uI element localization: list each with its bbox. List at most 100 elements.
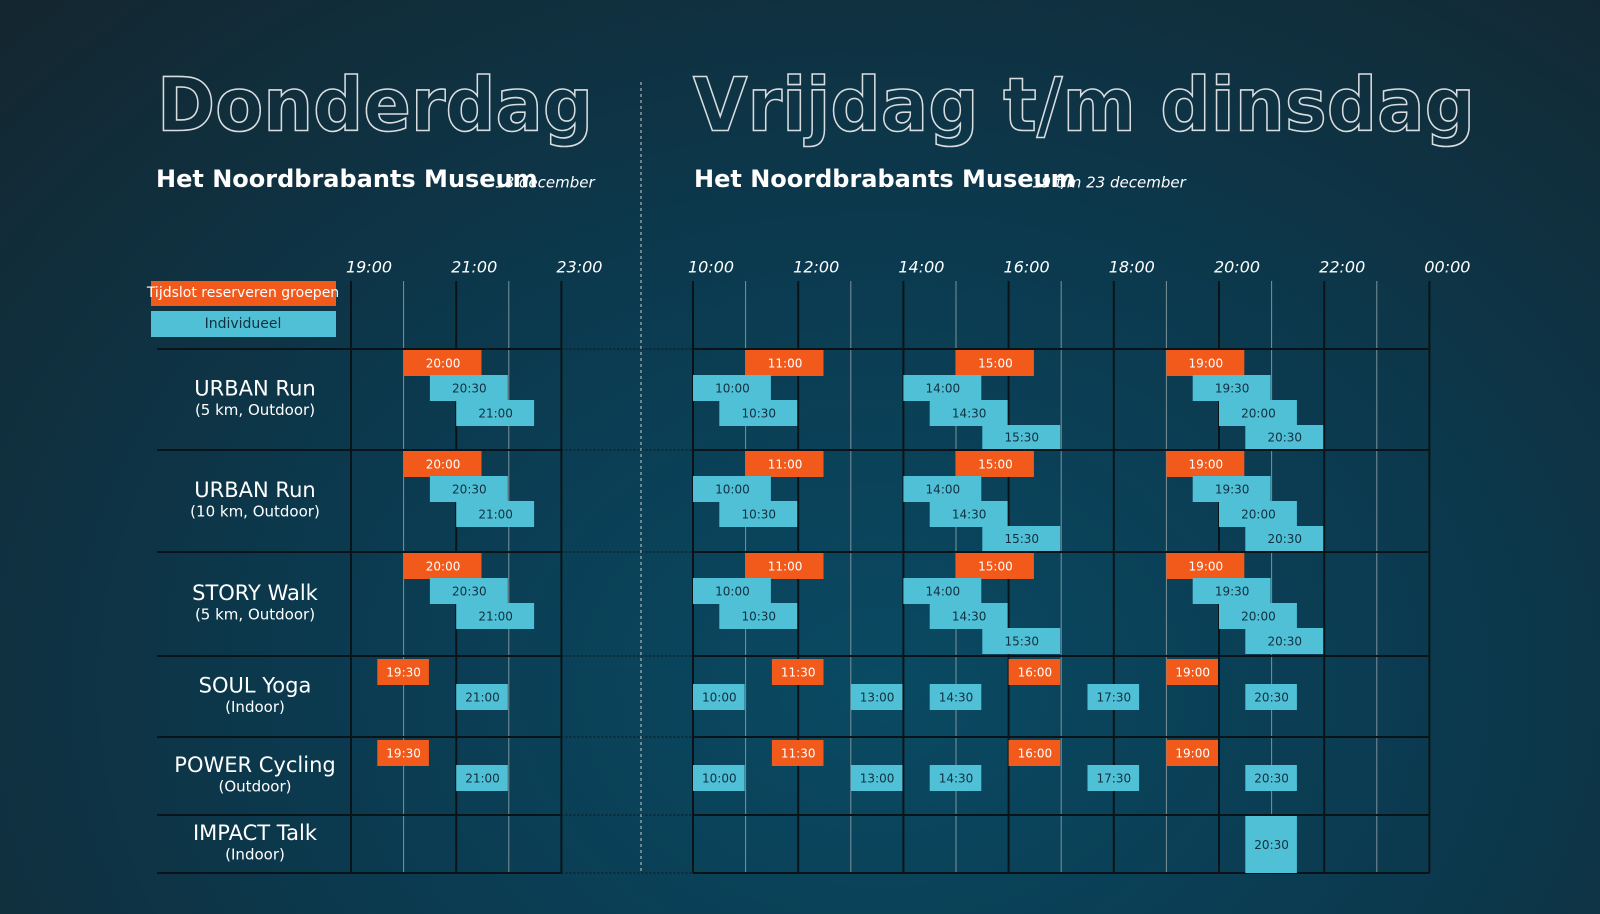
group-slot [745, 350, 824, 376]
slot-time: 15:00 [978, 560, 1013, 574]
individual-slot [693, 578, 771, 604]
individual-slot [456, 684, 508, 710]
individual-slot [982, 526, 1061, 551]
tick-label: 10:00 [688, 258, 734, 277]
group-slot [1166, 740, 1218, 766]
left-title: Donderdag [157, 63, 593, 149]
individual-slot [719, 400, 798, 426]
individual-slot [1087, 765, 1140, 791]
slot-time: 19:00 [1175, 747, 1210, 761]
group-slot [745, 451, 824, 477]
individual-slot [850, 765, 903, 791]
legend-group-swatch [151, 281, 336, 306]
individual-slot [456, 603, 535, 629]
tick-label: 21:00 [451, 258, 497, 277]
slot-time: 19:30 [1215, 483, 1250, 497]
group-slot [403, 350, 482, 376]
individual-slot [1087, 684, 1140, 710]
slot-time: 15:30 [1004, 635, 1039, 649]
slot-time: 14:00 [926, 382, 961, 396]
slot-time: 10:30 [741, 610, 776, 624]
slot-time: 20:00 [1241, 610, 1276, 624]
slot-time: 15:30 [1004, 532, 1039, 546]
group-slot [1166, 451, 1245, 477]
slot-time: 13:00 [860, 772, 895, 786]
group-slot [377, 740, 429, 766]
individual-slot [929, 400, 1008, 426]
slot-time: 11:00 [768, 357, 803, 371]
individual-slot [693, 476, 771, 502]
right-venue: Het Noordbrabants Museum [694, 165, 1076, 193]
individual-slot [982, 425, 1061, 449]
individual-slot [1192, 578, 1271, 604]
individual-slot [456, 765, 508, 791]
group-slot [403, 553, 482, 579]
slot-time: 10:00 [702, 772, 737, 786]
row-name: STORY Walk [192, 581, 319, 605]
slot-time: 17:30 [1097, 691, 1132, 705]
individual-slot [693, 765, 745, 791]
slot-time: 19:00 [1189, 458, 1224, 472]
individual-slot [429, 476, 508, 502]
individual-slot [850, 684, 903, 710]
slot-time: 14:00 [926, 483, 961, 497]
row-name: URBAN Run [194, 478, 315, 502]
tick-label: 14:00 [898, 258, 944, 277]
slot-time: 21:00 [465, 691, 500, 705]
row-name: POWER Cycling [174, 753, 335, 777]
individual-slot [429, 375, 508, 401]
slot-time: 15:30 [1004, 431, 1039, 445]
slot-time: 20:00 [1241, 508, 1276, 522]
individual-slot [1219, 400, 1297, 426]
group-slot [1166, 659, 1218, 685]
slot-time: 19:30 [386, 747, 421, 761]
slot-time: 21:00 [465, 772, 500, 786]
group-slot [377, 659, 429, 685]
left-date: 18 december [495, 174, 595, 192]
individual-slot [693, 684, 745, 710]
row-detail: (5 km, Outdoor) [195, 606, 315, 624]
individual-slot [982, 628, 1061, 654]
slot-time: 20:00 [1241, 407, 1276, 421]
individual-slot [456, 501, 535, 527]
group-slot [956, 553, 1034, 579]
slot-time: 20:30 [1267, 635, 1302, 649]
individual-slot [1245, 765, 1297, 791]
slot-time: 11:30 [781, 747, 816, 761]
row-detail: (5 km, Outdoor) [195, 401, 315, 419]
tick-label: 19:00 [346, 258, 392, 277]
slot-time: 21:00 [478, 610, 513, 624]
individual-slot [693, 375, 771, 401]
slot-time: 14:30 [939, 772, 974, 786]
individual-slot [1245, 628, 1324, 654]
slot-time: 10:00 [715, 382, 750, 396]
group-slot [771, 659, 824, 685]
group-slot [745, 553, 824, 579]
legend-individual-swatch [151, 311, 336, 337]
slot-time: 11:00 [768, 560, 803, 574]
individual-slot [903, 476, 982, 502]
individual-slot [1245, 684, 1297, 710]
slot-time: 21:00 [478, 508, 513, 522]
slot-time: 10:30 [741, 407, 776, 421]
slot-time: 10:00 [715, 585, 750, 599]
individual-slot [719, 603, 798, 629]
legend-individual: Individueel [205, 316, 282, 332]
slot-time: 11:30 [781, 666, 816, 680]
slot-time: 19:00 [1189, 357, 1224, 371]
slot-time: 14:30 [939, 691, 974, 705]
slot-time: 20:30 [452, 585, 487, 599]
row-name: URBAN Run [194, 377, 315, 401]
individual-slot [719, 501, 798, 527]
individual-slot [456, 400, 535, 426]
slot-time: 20:00 [426, 458, 461, 472]
slot-time: 16:00 [1018, 747, 1053, 761]
slot-time: 14:30 [952, 610, 987, 624]
individual-slot [929, 765, 982, 791]
legend-group: Tijdslot reserveren groepen [146, 285, 339, 301]
individual-slot [929, 603, 1008, 629]
individual-slot [929, 501, 1008, 527]
slot-time: 10:00 [702, 691, 737, 705]
group-slot [1008, 740, 1061, 766]
slot-time: 20:00 [426, 357, 461, 371]
